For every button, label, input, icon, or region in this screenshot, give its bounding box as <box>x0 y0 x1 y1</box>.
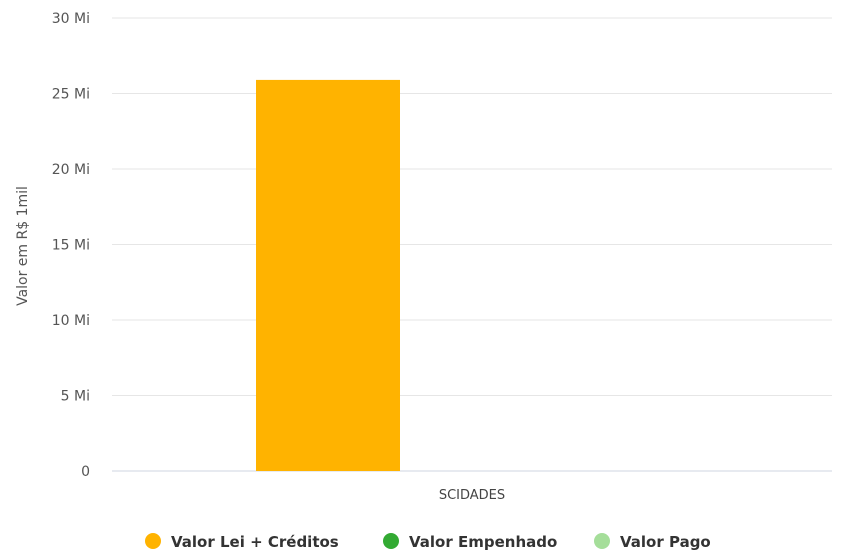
x-category-label: SCIDADES <box>439 488 505 503</box>
y-tick-label: 20 Mi <box>52 162 90 178</box>
x-axis-labels: SCIDADES <box>439 488 505 503</box>
legend-item[interactable]: Valor Pago <box>594 533 711 551</box>
y-axis-ticks: 0 5 Mi 10 Mi 15 Mi 20 Mi 25 Mi 30 Mi <box>52 11 90 480</box>
y-axis-title: Valor em R$ 1mil <box>15 186 31 306</box>
y-tick-label: 15 Mi <box>52 238 90 254</box>
legend-item[interactable]: Valor Lei + Créditos <box>145 533 339 551</box>
legend-label: Valor Lei + Créditos <box>171 533 339 551</box>
legend-item[interactable]: Valor Empenhado <box>383 533 557 551</box>
legend-marker <box>145 533 161 549</box>
legend-label: Valor Empenhado <box>409 533 557 551</box>
gridlines <box>112 17 832 472</box>
y-tick-label: 0 <box>81 464 90 480</box>
y-tick-label: 30 Mi <box>52 11 90 27</box>
y-tick-label: 10 Mi <box>52 313 90 329</box>
y-tick-label: 25 Mi <box>52 87 90 103</box>
legend-label: Valor Pago <box>620 533 711 551</box>
y-tick-label: 5 Mi <box>61 389 90 405</box>
bars <box>256 79 400 471</box>
bar-valor-lei-cr-ditos[interactable] <box>256 79 400 471</box>
legend-marker <box>383 533 399 549</box>
legend: Valor Lei + Créditos Valor Empenhado Valor… <box>145 533 711 551</box>
legend-marker <box>594 533 610 549</box>
